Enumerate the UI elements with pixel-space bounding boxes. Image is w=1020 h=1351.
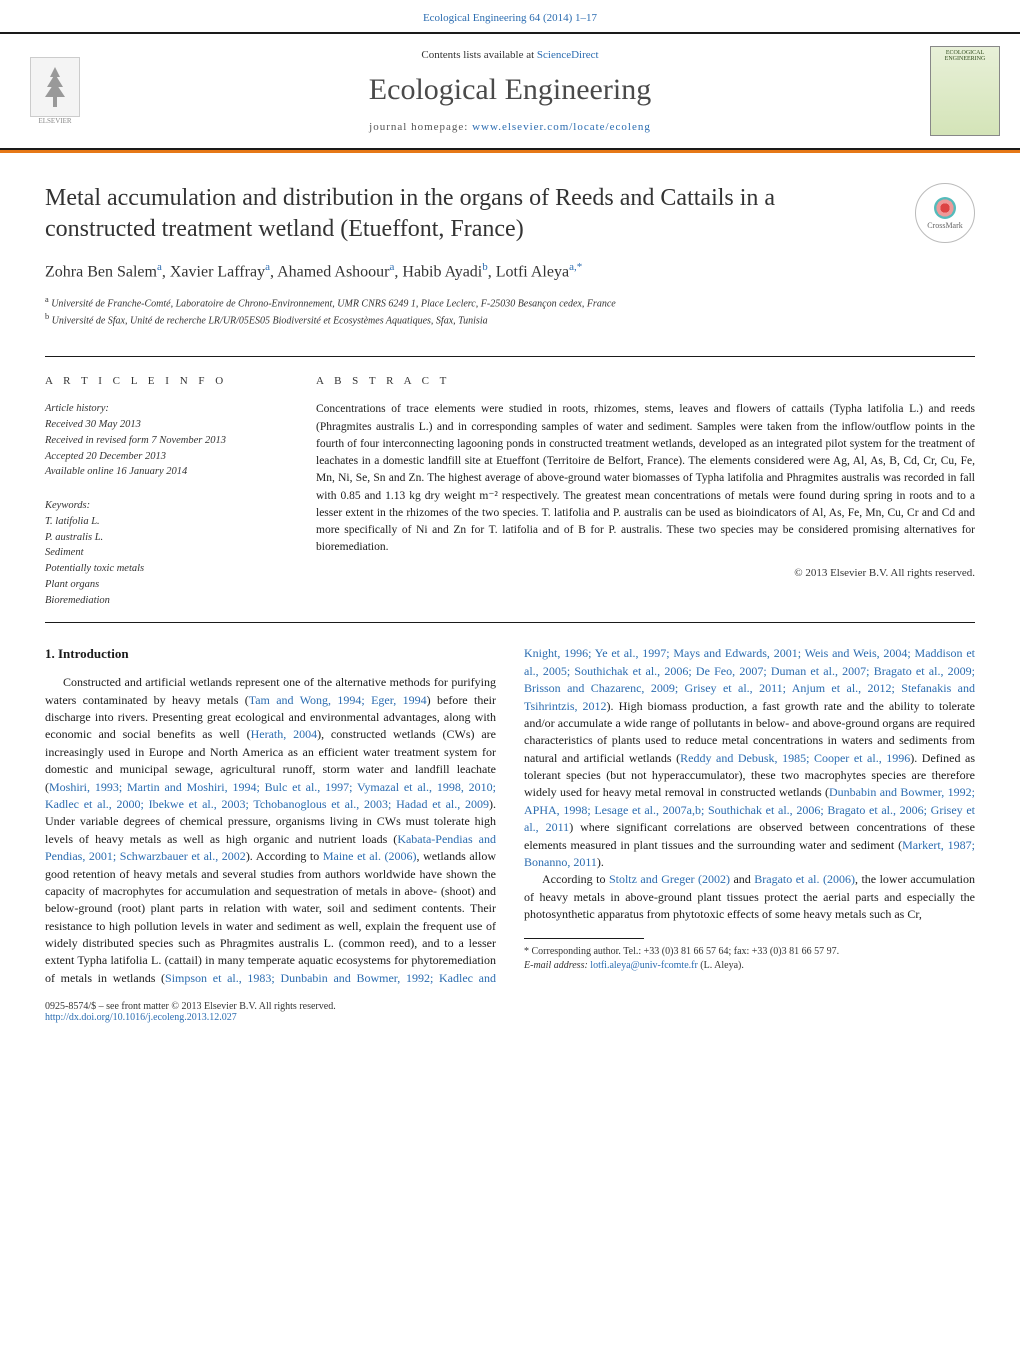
corresponding-author-footnote: * Corresponding author. Tel.: +33 (0)3 8… [524, 945, 975, 973]
citation-text: Ecological Engineering 64 (2014) 1–17 [423, 12, 597, 24]
publisher-logo: ELSEVIER [20, 57, 90, 125]
footnote-rule [524, 938, 644, 939]
cover-title: ECOLOGICAL ENGINEERING [945, 50, 986, 62]
keyword: T. latifolia L. [45, 514, 280, 530]
keyword: P. australis L. [45, 530, 280, 546]
email-suffix: (L. Aleya). [698, 960, 744, 971]
keywords-block: Keywords: T. latifolia L.P. australis L.… [45, 498, 280, 608]
article-title: Metal accumulation and distribution in t… [45, 183, 865, 245]
received-date: Received 30 May 2013 [45, 417, 280, 433]
online-date: Available online 16 January 2014 [45, 464, 280, 480]
doi-link[interactable]: http://dx.doi.org/10.1016/j.ecoleng.2013… [45, 1012, 237, 1023]
masthead-center: Contents lists available at ScienceDirec… [90, 49, 930, 133]
abstract-copyright: © 2013 Elsevier B.V. All rights reserved… [316, 567, 975, 579]
email-line: E-mail address: lotfi.aleya@univ-fcomte.… [524, 959, 975, 973]
journal-title: Ecological Engineering [90, 73, 930, 107]
article-history: Article history: Received 30 May 2013 Re… [45, 401, 280, 480]
author-list: Zohra Ben Salema, Xavier Laffraya, Ahame… [45, 261, 975, 281]
crossmark-icon [934, 197, 956, 219]
publisher-name: ELSEVIER [38, 117, 71, 125]
contents-prefix: Contents lists available at [421, 49, 536, 61]
keyword: Sediment [45, 545, 280, 561]
email-label: E-mail address: [524, 960, 590, 971]
masthead: ELSEVIER Contents lists available at Sci… [0, 32, 1020, 150]
body-paragraph-2: According to Stoltz and Greger (2002) an… [524, 871, 975, 923]
body-paragraph-1: Constructed and artificial wetlands repr… [45, 645, 975, 987]
accepted-date: Accepted 20 December 2013 [45, 449, 280, 465]
history-label: Article history: [45, 401, 280, 417]
article-header: CrossMark Metal accumulation and distrib… [0, 153, 1020, 338]
keywords-label: Keywords: [45, 498, 280, 514]
body-two-column: 1. Introduction Constructed and artifici… [0, 645, 1020, 987]
crossmark-label: CrossMark [927, 221, 963, 230]
elsevier-tree-icon [30, 57, 80, 117]
issn-line: 0925-8574/$ – see front matter © 2013 El… [45, 1001, 975, 1012]
affiliations: a Université de Franche-Comté, Laboratoi… [45, 294, 975, 329]
keyword: Bioremediation [45, 593, 280, 609]
abstract-column: a b s t r a c t Concentrations of trace … [316, 375, 975, 608]
abstract-label: a b s t r a c t [316, 375, 975, 387]
crossmark-badge[interactable]: CrossMark [915, 183, 975, 243]
running-header: Ecological Engineering 64 (2014) 1–17 [0, 0, 1020, 32]
keyword: Plant organs [45, 577, 280, 593]
corr-author-line: * Corresponding author. Tel.: +33 (0)3 8… [524, 945, 975, 959]
keyword: Potentially toxic metals [45, 561, 280, 577]
sciencedirect-link[interactable]: ScienceDirect [537, 49, 599, 61]
journal-cover-thumbnail: ECOLOGICAL ENGINEERING [930, 46, 1000, 136]
info-label: a r t i c l e i n f o [45, 375, 280, 387]
homepage-prefix: journal homepage: [369, 121, 472, 133]
revised-date: Received in revised form 7 November 2013 [45, 433, 280, 449]
section-heading-1: 1. Introduction [45, 645, 496, 664]
homepage-line: journal homepage: www.elsevier.com/locat… [90, 121, 930, 133]
info-abstract-row: a r t i c l e i n f o Article history: R… [0, 375, 1020, 608]
abstract-text: Concentrations of trace elements were st… [316, 401, 975, 556]
email-link[interactable]: lotfi.aleya@univ-fcomte.fr [590, 960, 698, 971]
page-footer: 0925-8574/$ – see front matter © 2013 El… [0, 987, 1020, 1043]
article-info-column: a r t i c l e i n f o Article history: R… [45, 375, 280, 608]
contents-line: Contents lists available at ScienceDirec… [90, 49, 930, 61]
homepage-link[interactable]: www.elsevier.com/locate/ecoleng [472, 121, 651, 133]
